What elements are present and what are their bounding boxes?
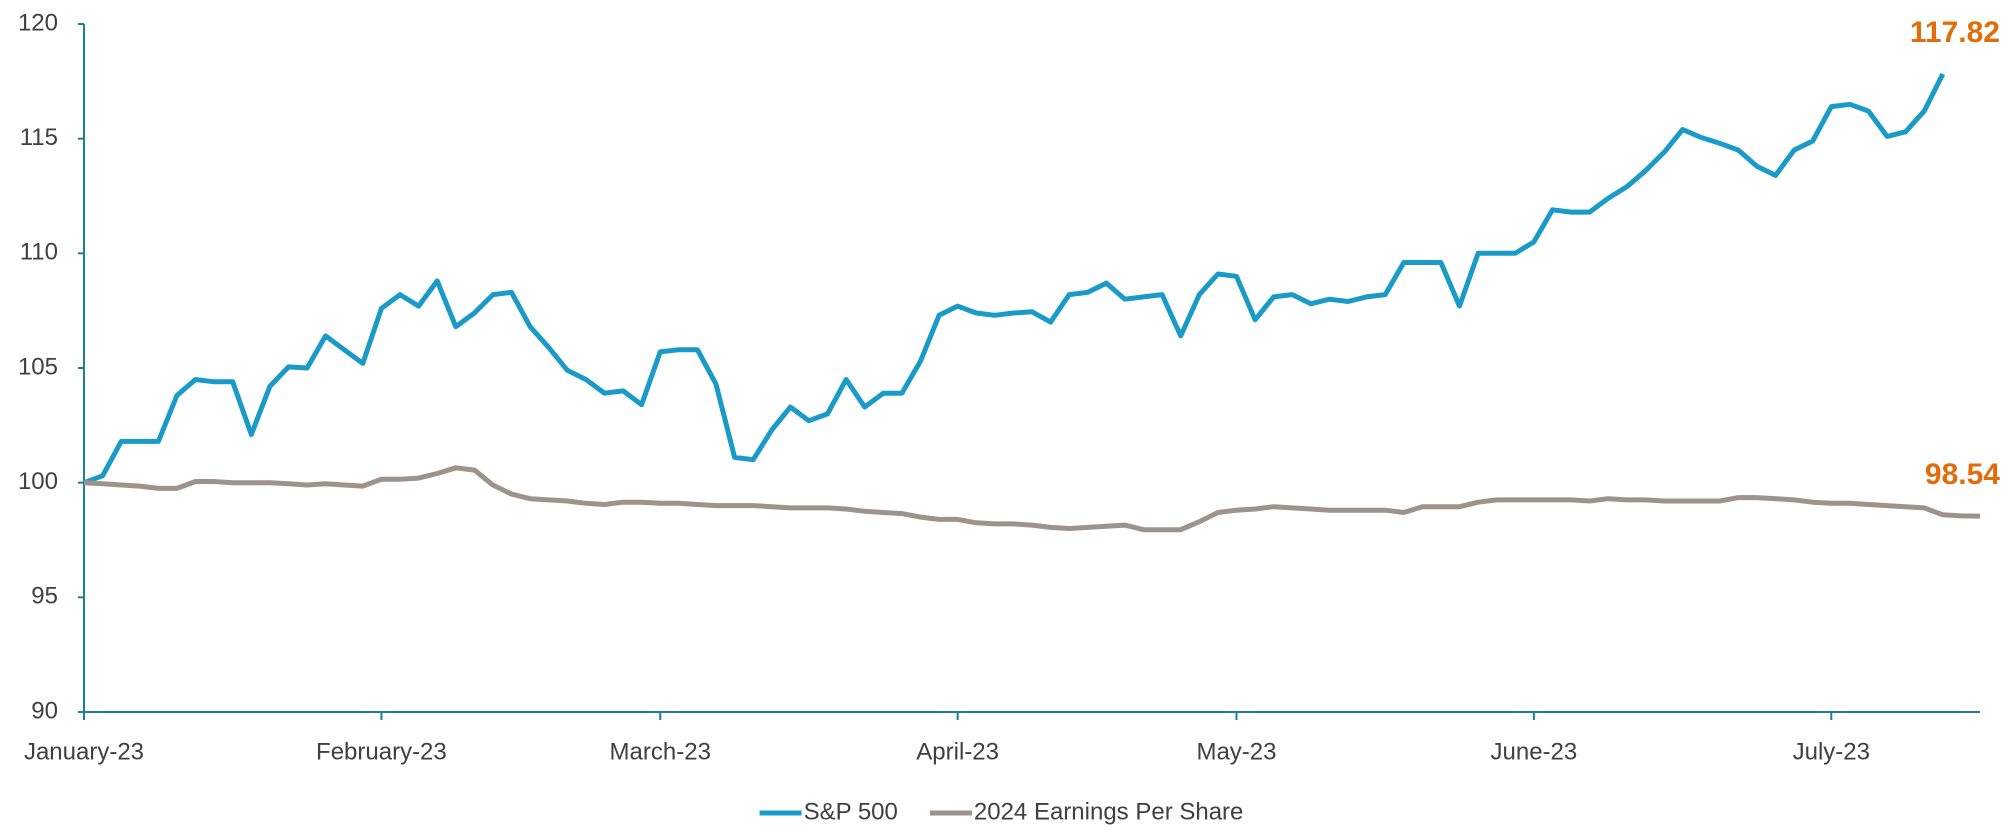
legend-label: 2024 Earnings Per Share: [974, 798, 1244, 825]
x-tick-label: May-23: [1196, 738, 1276, 765]
y-tick-label: 95: [31, 583, 58, 610]
legend-label: S&P 500: [804, 798, 898, 825]
end-value-label: 117.82: [1910, 16, 2000, 49]
x-tick-label: June-23: [1491, 738, 1578, 765]
end-value-label: 98.54: [1925, 458, 2000, 491]
series-line: [83, 465, 1981, 533]
y-tick-label: 100: [18, 468, 58, 495]
x-tick-label: April-23: [916, 738, 999, 765]
series-line: [83, 72, 1946, 486]
x-tick-label: January-23: [24, 738, 144, 765]
y-tick-label: 110: [20, 239, 58, 266]
y-tick-label: 120: [18, 9, 58, 36]
x-tick-label: February-23: [316, 738, 447, 765]
x-tick-label: March-23: [610, 738, 711, 765]
y-tick-label: 90: [31, 697, 58, 724]
y-tick-label: 115: [20, 124, 58, 151]
x-tick-label: July-23: [1793, 738, 1870, 765]
y-tick-label: 105: [18, 353, 58, 380]
